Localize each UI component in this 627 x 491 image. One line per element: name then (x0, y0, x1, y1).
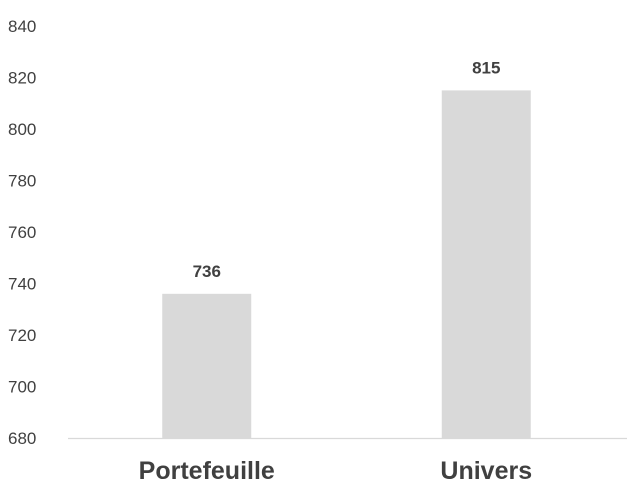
y-tick-label: 800 (8, 120, 36, 139)
category-labels: Portefeuille Univers (139, 457, 532, 485)
data-label-univers: 815 (472, 58, 500, 77)
data-labels: 736 815 (193, 58, 501, 280)
y-tick-label: 840 (8, 17, 36, 36)
y-tick-label: 720 (8, 326, 36, 345)
y-tick-label: 820 (8, 69, 36, 88)
y-tick-label: 700 (8, 378, 36, 397)
bar-univers (441, 90, 531, 438)
y-tick-label: 740 (8, 275, 36, 294)
y-tick-label: 680 (8, 429, 36, 448)
y-tick-label: 760 (8, 223, 36, 242)
category-label-univers: Univers (440, 457, 532, 485)
category-label-portefeuille: Portefeuille (139, 457, 275, 485)
bar-portefeuille (162, 293, 252, 438)
data-label-portefeuille: 736 (193, 262, 221, 281)
bars (162, 90, 531, 438)
y-axis-ticks: 680 700 720 740 760 780 800 820 840 (8, 17, 36, 448)
y-tick-label: 780 (8, 172, 36, 191)
